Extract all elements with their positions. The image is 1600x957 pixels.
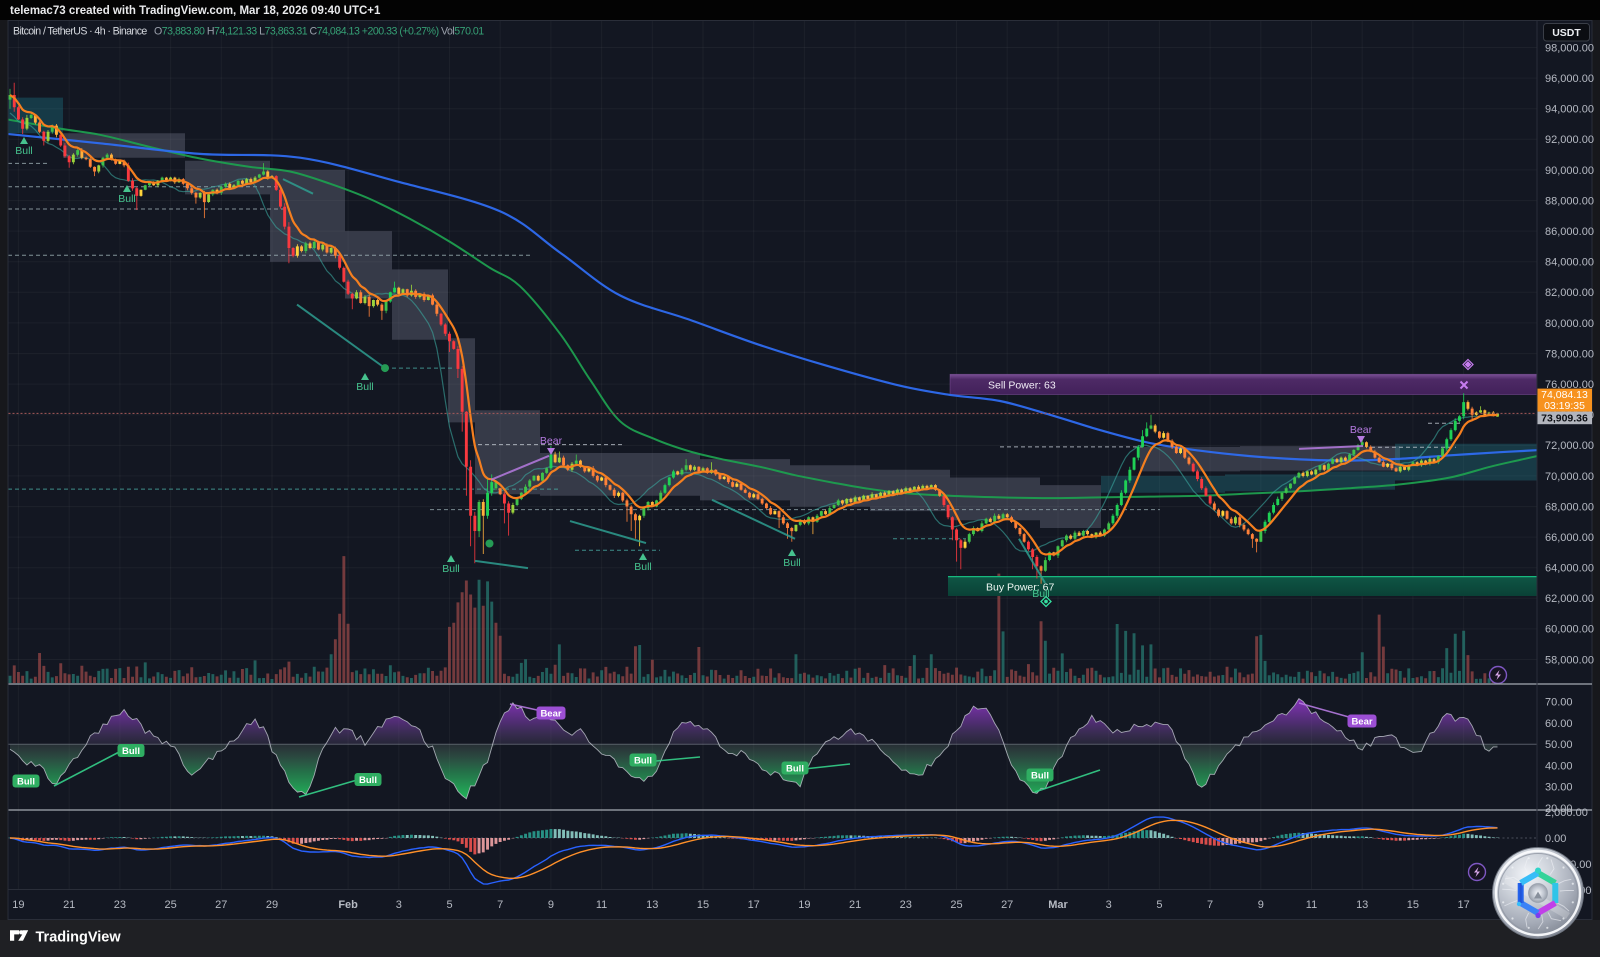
svg-text:Bull: Bull <box>786 764 804 775</box>
svg-text:19: 19 <box>798 899 810 911</box>
svg-text:Bear: Bear <box>540 435 563 447</box>
svg-text:Bull: Bull <box>118 193 136 205</box>
svg-text:0.00: 0.00 <box>1545 833 1566 845</box>
svg-text:11: 11 <box>596 899 607 911</box>
svg-text:Feb: Feb <box>338 899 358 911</box>
svg-text:84,000.00: 84,000.00 <box>1545 257 1594 269</box>
svg-text:76,000.00: 76,000.00 <box>1545 379 1594 391</box>
svg-text:70.00: 70.00 <box>1545 697 1573 709</box>
svg-text:Bear: Bear <box>1351 717 1372 728</box>
svg-text:21: 21 <box>63 899 75 911</box>
svg-text:13: 13 <box>1356 899 1368 911</box>
svg-text:Buy Power: 67: Buy Power: 67 <box>986 581 1054 593</box>
svg-text:5: 5 <box>1156 899 1162 911</box>
svg-text:78,000.00: 78,000.00 <box>1545 348 1594 360</box>
svg-text:Mar: Mar <box>1048 899 1068 911</box>
svg-text:Bull: Bull <box>122 746 140 757</box>
svg-text:Bull: Bull <box>359 775 377 786</box>
svg-text:Bull: Bull <box>634 561 652 573</box>
svg-text:92,000.00: 92,000.00 <box>1545 134 1594 146</box>
svg-text:TradingView: TradingView <box>36 929 122 945</box>
svg-text:11: 11 <box>1306 899 1317 911</box>
svg-text:USDT: USDT <box>1552 27 1581 39</box>
svg-text:13: 13 <box>646 899 658 911</box>
svg-text:telemac73 created with Trading: telemac73 created with TradingView.com, … <box>10 5 381 17</box>
svg-text:Bear: Bear <box>540 709 561 720</box>
svg-text:94,000.00: 94,000.00 <box>1545 104 1594 116</box>
svg-text:72,000.00: 72,000.00 <box>1545 440 1594 452</box>
svg-text:Bull: Bull <box>783 557 801 569</box>
svg-text:70,000.00: 70,000.00 <box>1545 471 1594 483</box>
svg-text:9: 9 <box>1258 899 1264 911</box>
svg-text:5: 5 <box>446 899 452 911</box>
svg-text:Bull: Bull <box>356 381 374 393</box>
svg-text:23: 23 <box>900 899 912 911</box>
svg-text:20.00: 20.00 <box>1545 803 1573 815</box>
svg-text:17: 17 <box>1457 899 1469 911</box>
svg-text:9: 9 <box>548 899 554 911</box>
svg-text:Bitcoin / TetherUS · 4h · Bina: Bitcoin / TetherUS · 4h · Binance <box>13 26 147 38</box>
svg-text:74,084.13: 74,084.13 <box>1541 389 1588 401</box>
svg-text:23: 23 <box>114 899 126 911</box>
svg-text:29: 29 <box>266 899 278 911</box>
svg-text:Bull: Bull <box>442 563 460 575</box>
svg-text:O73,883.80 H74,121.33 L73,863.: O73,883.80 H74,121.33 L73,863.31 C74,084… <box>154 26 484 38</box>
svg-text:90,000.00: 90,000.00 <box>1545 165 1594 177</box>
svg-text:27: 27 <box>1001 899 1013 911</box>
svg-text:03:19:35: 03:19:35 <box>1544 400 1585 412</box>
svg-text:3: 3 <box>1106 899 1112 911</box>
svg-text:64,000.00: 64,000.00 <box>1545 563 1594 575</box>
svg-text:98,000.00: 98,000.00 <box>1545 42 1594 54</box>
svg-text:66,000.00: 66,000.00 <box>1545 532 1594 544</box>
svg-text:50.00: 50.00 <box>1545 739 1573 751</box>
svg-text:86,000.00: 86,000.00 <box>1545 226 1594 238</box>
svg-text:Bull: Bull <box>17 777 35 788</box>
svg-text:88,000.00: 88,000.00 <box>1545 195 1594 207</box>
svg-text:15: 15 <box>1407 899 1419 911</box>
svg-text:25: 25 <box>164 899 176 911</box>
svg-text:Sell Power: 63: Sell Power: 63 <box>988 379 1056 391</box>
svg-text:80,000.00: 80,000.00 <box>1545 318 1594 330</box>
svg-text:Bull: Bull <box>15 145 33 157</box>
svg-text:7: 7 <box>497 899 503 911</box>
svg-text:68,000.00: 68,000.00 <box>1545 501 1594 513</box>
svg-text:3: 3 <box>396 899 402 911</box>
svg-text:73,909.36: 73,909.36 <box>1541 412 1588 424</box>
svg-text:19: 19 <box>12 899 24 911</box>
svg-text:82,000.00: 82,000.00 <box>1545 287 1594 299</box>
svg-text:62,000.00: 62,000.00 <box>1545 593 1594 605</box>
svg-text:15: 15 <box>697 899 709 911</box>
svg-text:60.00: 60.00 <box>1545 718 1573 730</box>
svg-text:7: 7 <box>1207 899 1213 911</box>
svg-text:Bull: Bull <box>1031 771 1049 782</box>
svg-text:60,000.00: 60,000.00 <box>1545 624 1594 636</box>
svg-text:Bear: Bear <box>1350 424 1373 436</box>
svg-text:96,000.00: 96,000.00 <box>1545 73 1594 85</box>
svg-text:30.00: 30.00 <box>1545 782 1573 794</box>
svg-text:2,000.00: 2,000.00 <box>1545 807 1588 819</box>
svg-text:21: 21 <box>849 899 861 911</box>
svg-text:40.00: 40.00 <box>1545 760 1573 772</box>
svg-text:25: 25 <box>950 899 962 911</box>
svg-text:27: 27 <box>215 899 227 911</box>
svg-text:58,000.00: 58,000.00 <box>1545 654 1594 666</box>
svg-text:17: 17 <box>748 899 760 911</box>
svg-text:Bull: Bull <box>634 756 652 767</box>
